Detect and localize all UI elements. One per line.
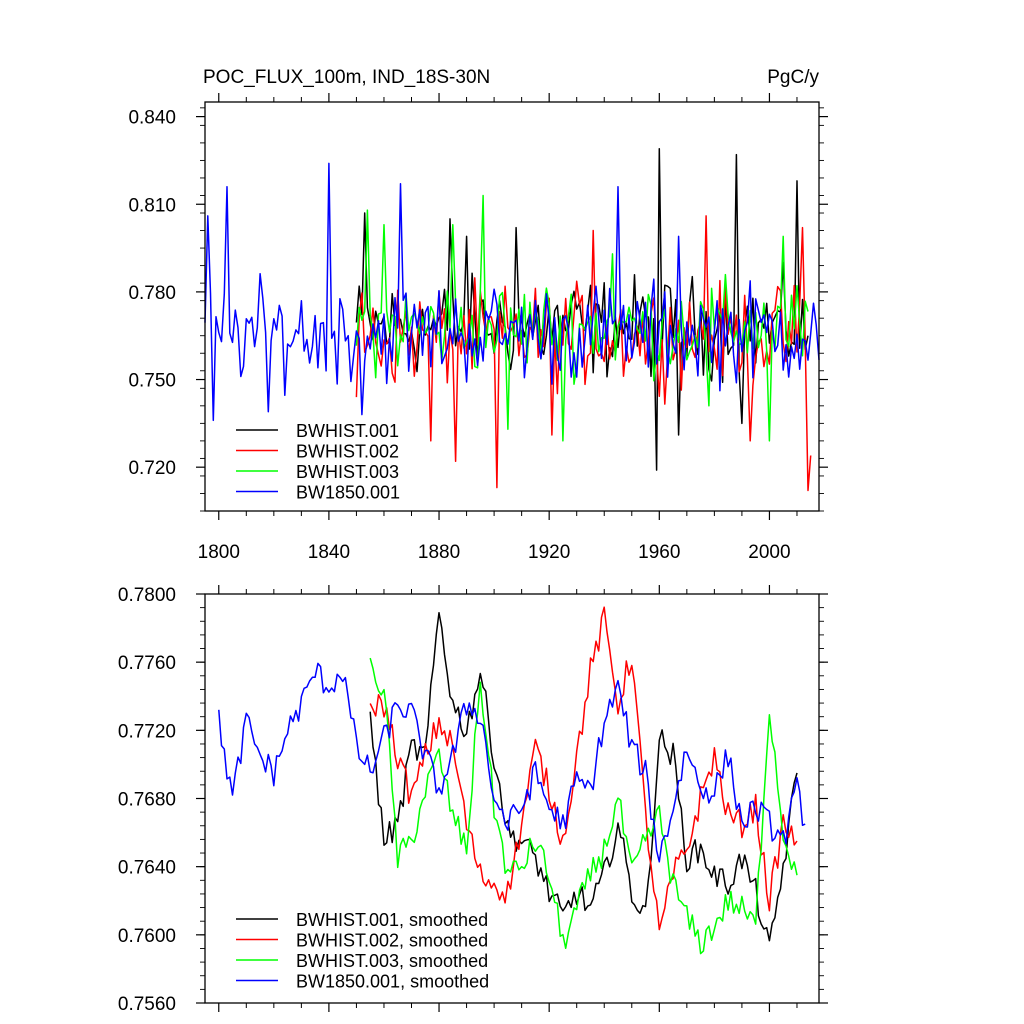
- bottom-series-line-bwhist-001-smoothed: [369, 611, 798, 942]
- top-ticks: 1800 1840 1880 1920 1960 2000 0.720 0.750 0.780 0…: [128, 93, 828, 563]
- top-legend-label-0: BWHIST.001: [296, 421, 399, 441]
- top-panel: POC_FLUX_100m, IND_18S-30N PgC/y 1800 184…: [128, 67, 828, 563]
- bottom-series-line-bwhist-003-smoothed: [369, 657, 798, 955]
- top-legend-label-3: BW1850.001: [296, 483, 400, 503]
- top-x-tick-label-1840: 1840: [308, 542, 350, 563]
- top-series-line-bw1850-001: [204, 162, 820, 422]
- bottom-y-tick-label-4: 0.7720: [118, 721, 176, 742]
- bottom-y-tick-label-3: 0.7680: [118, 790, 176, 811]
- bottom-y-tick-label-0: 0.7560: [118, 994, 176, 1015]
- bottom-series-line-bwhist-002-smoothed: [369, 606, 798, 931]
- top-y-tick-label-0: 0.720: [128, 458, 176, 479]
- top-y-tick-label-2: 0.780: [128, 283, 176, 304]
- top-title-right: PgC/y: [767, 67, 819, 88]
- bottom-panel: 0.7560 0.7600 0.7640 0.7680 0.7720 0.7760 0.78…: [118, 585, 828, 1015]
- top-x-tick-label-2000: 2000: [748, 542, 790, 563]
- top-title-left: POC_FLUX_100m, IND_18S-30N: [203, 67, 490, 88]
- bottom-series-group: [218, 606, 806, 955]
- top-x-tick-label-1880: 1880: [418, 542, 460, 563]
- bottom-ticks: 0.7560 0.7600 0.7640 0.7680 0.7720 0.7760 0.78…: [118, 585, 828, 1015]
- top-y-tick-label-4: 0.840: [128, 108, 176, 129]
- top-plot-frame: [204, 101, 820, 512]
- bottom-series-line-bw1850-001-smoothed: [218, 662, 806, 863]
- top-y-tick-label-1: 0.750: [128, 371, 176, 392]
- bottom-legend-label-1: BWHIST.002, smoothed: [296, 931, 488, 951]
- top-x-tick-label-1920: 1920: [528, 542, 570, 563]
- top-legend-label-1: BWHIST.002: [296, 442, 399, 462]
- bottom-legend-label-3: BW1850.001, smoothed: [296, 972, 489, 992]
- top-x-tick-label-1960: 1960: [638, 542, 680, 563]
- top-series-group: [204, 147, 820, 492]
- top-y-tick-label-3: 0.810: [128, 195, 176, 216]
- bottom-y-tick-label-1: 0.7600: [118, 926, 176, 947]
- bottom-y-tick-label-2: 0.7640: [118, 858, 176, 879]
- bottom-legend-label-0: BWHIST.001, smoothed: [296, 910, 488, 930]
- bottom-y-tick-label-6: 0.7800: [118, 585, 176, 606]
- top-x-tick-label-1800: 1800: [198, 542, 240, 563]
- top-series-line-bwhist-002: [355, 215, 812, 492]
- bottom-y-tick-label-5: 0.7760: [118, 653, 176, 674]
- bottom-legend-label-2: BWHIST.003, smoothed: [296, 951, 488, 971]
- top-legend-label-2: BWHIST.003: [296, 462, 399, 482]
